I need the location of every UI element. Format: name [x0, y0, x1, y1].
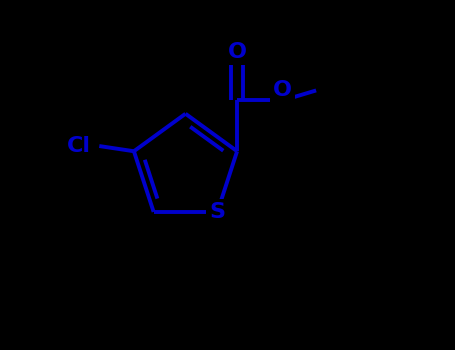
Text: O: O	[273, 80, 292, 100]
Text: O: O	[228, 42, 247, 62]
Text: S: S	[209, 202, 225, 222]
Text: Cl: Cl	[66, 136, 91, 156]
